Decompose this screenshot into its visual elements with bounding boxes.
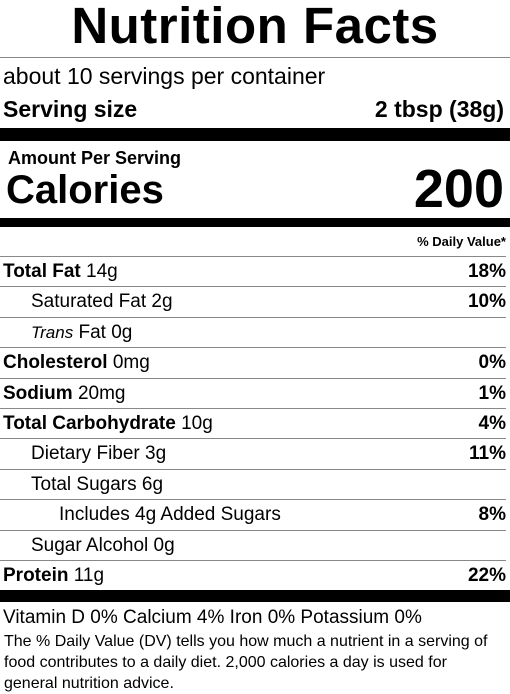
daily-value: 0% <box>478 352 506 374</box>
nutrient-amount: 20mg <box>77 382 126 404</box>
nutrient-row: Dietary Fiber 3g 11% <box>0 438 506 469</box>
nutrient-row: Total Fat 14g 18% <box>0 256 506 287</box>
nutrient-label: Includes 4g Added Sugars <box>59 504 281 526</box>
nutrient-name: Total Fat 14g <box>3 257 118 287</box>
nutrient-amount: 11g <box>73 565 105 586</box>
nutrient-amount: 3g <box>145 443 167 465</box>
nutrient-label: Trans <box>31 322 74 342</box>
daily-value: 10% <box>467 291 506 313</box>
nutrient-name: Sugar Alcohol 0g <box>31 531 175 561</box>
daily-value: 1% <box>478 382 506 404</box>
nutrient-amount: Fat 0g <box>78 321 133 343</box>
nutrient-name: Saturated Fat 2g <box>31 287 173 317</box>
servings: about 10 servings per container <box>3 63 326 89</box>
nutrient-label: Dietary Fiber <box>31 443 140 465</box>
footnote: The % Daily Value (DV) tells you how muc… <box>4 633 488 692</box>
nutrient-name: Protein 11g <box>3 561 104 591</box>
nutrient-row: Protein 11g 22% <box>0 560 506 591</box>
nutrient-row: Cholesterol 0mg 0% <box>0 347 506 378</box>
title: Nutrition Facts <box>71 0 439 54</box>
serving-size-value: 2 tbsp (38g) <box>374 96 504 122</box>
nutrient-amount: 0g <box>153 534 175 556</box>
nutrient-name: Dietary Fiber 3g <box>31 439 166 469</box>
nutrient-name: Sodium 20mg <box>3 379 125 409</box>
thick-rule <box>0 218 510 227</box>
nutrient-label: Cholesterol <box>3 352 108 374</box>
serving-size-label: Serving size <box>3 96 138 122</box>
nutrient-label: Sugar Alcohol <box>31 534 149 556</box>
nutrient-row: Trans Fat 0g <box>0 316 506 348</box>
nutrient-amount: 6g <box>141 473 164 495</box>
thick-rule <box>0 128 510 141</box>
calories-value: 200 <box>413 159 504 219</box>
nutrient-name: Includes 4g Added Sugars <box>59 500 281 530</box>
nutrient-row: Includes 4g Added Sugars 8% <box>0 499 506 530</box>
nutrient-label: Total Fat <box>3 261 81 282</box>
calories-label: Calories <box>6 168 164 212</box>
nutrient-label: Total Carbohydrate <box>3 413 176 434</box>
nutrient-row: Total Sugars 6g <box>0 468 506 500</box>
nutrient-row: Sodium 20mg 1% <box>0 377 506 409</box>
nutrient-amount: 0mg <box>112 352 150 374</box>
nutrient-name: Total Carbohydrate 10g <box>3 409 213 439</box>
nutrient-label: Saturated Fat <box>31 291 147 313</box>
nutrient-row: Total Carbohydrate 10g 4% <box>0 408 506 439</box>
amount-per-serving: Amount Per Serving <box>8 148 182 168</box>
daily-value: 22% <box>467 565 506 586</box>
nutrient-label: Protein <box>3 565 69 586</box>
nutrient-amount: 2g <box>151 291 173 313</box>
nutrient-label: Sodium <box>3 382 73 404</box>
thick-rule <box>0 590 510 602</box>
daily-value: 4% <box>478 413 506 434</box>
rule <box>0 57 510 58</box>
nutrient-name: Cholesterol 0mg <box>3 348 150 378</box>
nutrient-label: Total Sugars <box>31 473 137 495</box>
nutrient-amount: 14g <box>86 261 118 282</box>
daily-value: 18% <box>467 261 506 282</box>
daily-value: 8% <box>478 504 506 526</box>
nutrient-name: Total Sugars 6g <box>31 470 163 500</box>
vitamins: Vitamin D 0% Calcium 4% Iron 0% Potassiu… <box>3 607 422 628</box>
nutrient-row: Sugar Alcohol 0g <box>0 529 506 561</box>
daily-value-header: % Daily Value* <box>417 234 506 249</box>
nutrient-name: Trans Fat 0g <box>31 318 132 348</box>
daily-value: 11% <box>469 443 506 465</box>
nutrient-row: Saturated Fat 2g 10% <box>0 286 506 317</box>
nutrient-amount: 10g <box>181 413 213 434</box>
